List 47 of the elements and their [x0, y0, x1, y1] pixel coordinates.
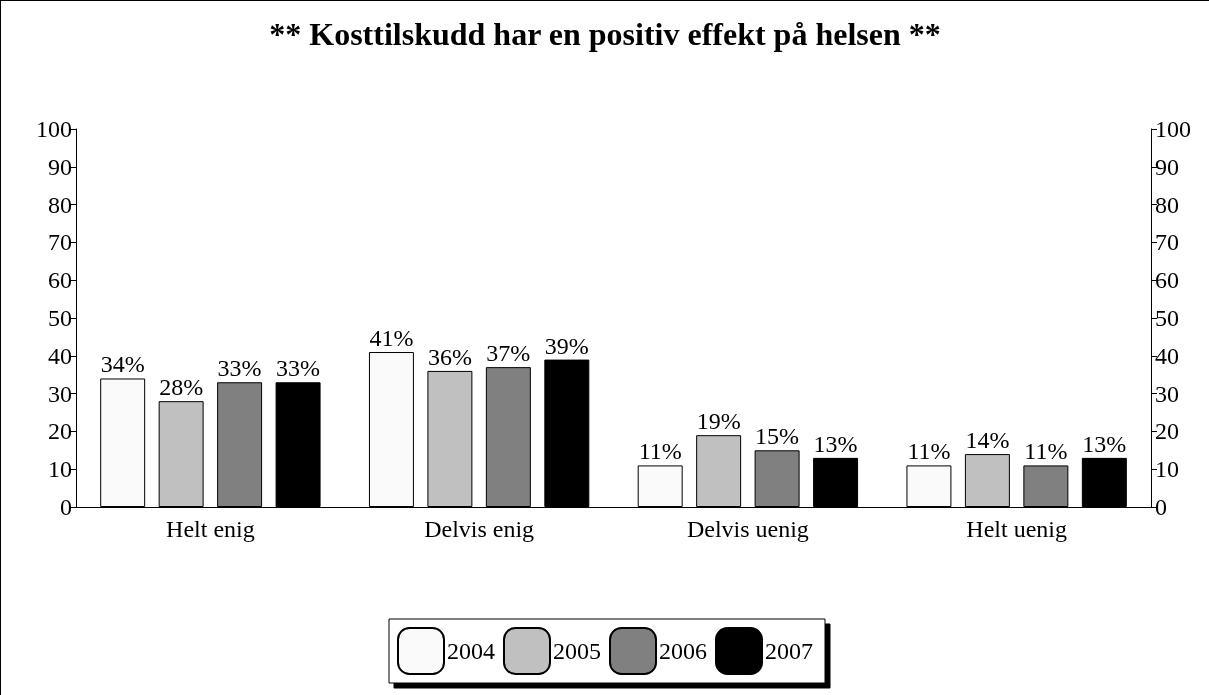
data-label: 41% [369, 325, 414, 352]
y-tick-label: 40 [48, 342, 72, 369]
legend-label: 2007 [765, 638, 813, 664]
y2-tick-label: 90 [1155, 153, 1179, 180]
x-tick-label: Delvis enig [424, 516, 535, 542]
x-tick-label: Helt uenig [966, 516, 1067, 542]
y-tick-label: 100 [36, 116, 72, 142]
y-tick-label: 10 [48, 456, 72, 483]
y2-tick-label: 10 [1155, 456, 1179, 483]
y2-tick-label: 100 [1155, 116, 1191, 142]
data-label: 34% [100, 351, 145, 378]
data-label: 33% [217, 355, 262, 382]
y-tick-label: 50 [48, 305, 72, 331]
y2-tick-label: 70 [1155, 229, 1179, 256]
y-tick-label: 60 [48, 267, 72, 294]
y2-tick-label: 60 [1155, 267, 1179, 294]
data-label: 11% [907, 438, 951, 465]
data-label: 37% [486, 340, 531, 367]
data-label: 13% [813, 430, 858, 457]
data-label: 28% [159, 374, 204, 401]
y2-tick-label: 40 [1155, 342, 1179, 369]
legend-label: 2004 [447, 638, 495, 664]
y2-tick-label: 50 [1155, 305, 1179, 331]
y2-tick-label: 80 [1155, 191, 1179, 218]
legend-label: 2006 [659, 638, 707, 664]
y-tick-label: 30 [48, 380, 72, 407]
y-tick-label: 70 [48, 229, 72, 256]
data-label: 14% [965, 427, 1010, 454]
y-tick-label: 80 [48, 191, 72, 218]
y2-tick-label: 30 [1155, 380, 1179, 407]
data-label: 39% [544, 332, 589, 359]
data-label: 13% [1082, 430, 1127, 457]
data-label: 19% [696, 408, 741, 435]
y2-tick-label: 20 [1155, 418, 1179, 445]
data-label: 15% [755, 423, 800, 450]
data-label: 33% [276, 355, 321, 382]
x-tick-label: Delvis uenig [686, 516, 809, 542]
y-tick-label: 90 [48, 153, 72, 180]
y-tick-label: 0 [60, 494, 72, 520]
x-tick-label: Helt enig [166, 516, 255, 542]
y2-tick-label: 0 [1155, 494, 1167, 520]
y-tick-label: 20 [48, 418, 72, 445]
chart-title: ** Kosttilskudd har en positiv effekt på helsen ** [269, 16, 941, 52]
legend-label: 2005 [553, 638, 601, 664]
data-label: 36% [427, 343, 472, 370]
data-label: 11% [638, 438, 682, 465]
data-label: 11% [1024, 438, 1068, 465]
